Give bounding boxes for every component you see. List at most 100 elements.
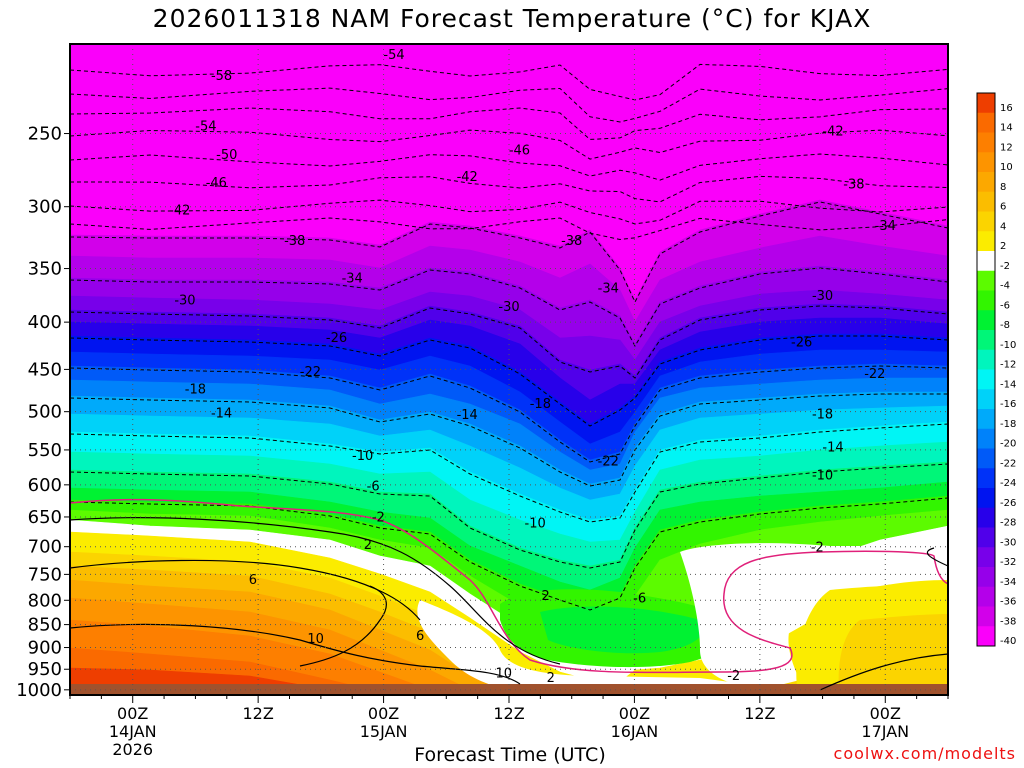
contour-label: -38 (284, 234, 305, 249)
colorbar-label: -18 (1000, 419, 1016, 430)
colorbar-label: -8 (1000, 320, 1010, 331)
contour-label: -14 (822, 440, 843, 455)
colorbar-swatch (977, 330, 995, 351)
x-tick-label: 00Z (619, 704, 650, 723)
x-tick-sublabel: 2026 (112, 740, 153, 759)
contour-label: -6 (367, 480, 380, 495)
contour-6c (70, 559, 421, 621)
colorbar-swatch (977, 448, 995, 469)
colorbar-swatch (977, 112, 995, 133)
colorbar-swatch (977, 369, 995, 390)
colorbar-frame (976, 92, 996, 647)
colorbar-swatch (977, 389, 995, 410)
freezing-line (70, 498, 948, 674)
y-tick-label: 850 (28, 615, 62, 636)
contour-label: 2 (364, 538, 372, 553)
colorbar-label: -40 (1000, 636, 1016, 647)
credit-link[interactable]: coolwx.com/modelts (833, 744, 1016, 763)
colorbar-swatch (977, 231, 995, 252)
colorbar-label: -26 (1000, 498, 1016, 509)
y-tick-label: 750 (28, 564, 62, 585)
colorbar-swatch (977, 290, 995, 311)
x-tick-label: 12Z (242, 704, 273, 723)
contour-label: -2 (372, 510, 385, 525)
contour-line (70, 217, 948, 240)
colorbar-swatch (977, 606, 995, 627)
contour-label: -10 (352, 449, 373, 464)
x-tick-sublabel: 16JAN (611, 722, 659, 741)
contour-line (70, 497, 948, 611)
colorbar-label: 16 (1000, 103, 1013, 114)
contour-label: -2 (727, 669, 740, 684)
contour-label: -18 (530, 397, 551, 412)
contour-label: -14 (211, 406, 232, 421)
contour-labels: -58-54-54-50 -46-46-42-42-42-38-38 -38-34-… (169, 48, 896, 686)
y-tick-label: 700 (28, 537, 62, 558)
contour-label: -10 (525, 516, 546, 531)
contour-line (70, 335, 948, 427)
contour-label: -38 (843, 177, 864, 192)
contour-label: -18 (185, 383, 206, 398)
contour-label: 10 (307, 632, 324, 647)
colorbar-label: -22 (1000, 458, 1016, 469)
contour-label: 6 (416, 629, 424, 644)
colorbar-label: 10 (1000, 162, 1013, 173)
y-tick-label: 300 (28, 197, 62, 218)
y-axis: 2503003504004505005506006507007508008509… (16, 124, 70, 701)
y-tick-label: 1000 (16, 680, 62, 701)
contour-line (70, 153, 948, 181)
colorbar-swatch (977, 527, 995, 548)
contour-label: -42 (822, 124, 843, 139)
colorbar-label: 2 (1000, 241, 1006, 252)
contour-line (70, 129, 948, 160)
contour-label: -30 (174, 293, 195, 308)
colorbar-swatch (977, 507, 995, 528)
contour-label: -10 (812, 469, 833, 484)
colorbar: 16 14 12 10 8 6 4 2 -2 -4 -6 -8 -10 -12 -14 -16 -18 -20 -2… (976, 92, 1016, 647)
contour-label: -34 (598, 282, 619, 297)
colorbar-label: 8 (1000, 182, 1006, 193)
y-tick-label: 450 (28, 359, 62, 380)
contour-line (70, 365, 948, 463)
contour-2c (819, 653, 948, 691)
colorbar-label: -14 (1000, 379, 1016, 390)
x-tick-label: 00Z (117, 704, 148, 723)
contour-label: -2 (811, 541, 824, 556)
contour-label: -14 (457, 408, 478, 423)
contour-lines (70, 63, 948, 691)
y-tick-label: 500 (28, 402, 62, 423)
contour-line (70, 201, 948, 304)
colorbar-label: 14 (1000, 123, 1013, 134)
contour-label: 6 (249, 573, 257, 588)
colorbar-label: -34 (1000, 577, 1016, 588)
contour-line (70, 305, 948, 379)
contour-line (70, 63, 948, 101)
grid (70, 44, 948, 695)
contour-label: 2 (547, 671, 555, 686)
contour-label: -46 (206, 176, 227, 191)
colorbar-swatch (977, 211, 995, 232)
y-tick-label: 550 (28, 440, 62, 461)
colorbar-label: -10 (1000, 340, 1016, 351)
contour-line (70, 463, 948, 569)
x-tick-label: 12Z (493, 704, 524, 723)
colorbar-label: 6 (1000, 202, 1006, 213)
y-tick-label: 650 (28, 507, 62, 528)
colorbar-swatch (977, 93, 995, 114)
contour-line (70, 393, 948, 487)
colorbar-swatch (977, 428, 995, 449)
colorbar-swatch (977, 310, 995, 331)
colorbar-swatch (977, 488, 995, 509)
contour-label: -42 (169, 203, 190, 218)
contour-label: -22 (300, 365, 321, 380)
colorbar-swatch (977, 132, 995, 153)
colorbar-label: -36 (1000, 597, 1016, 608)
colorbar-label: 4 (1000, 221, 1006, 232)
warm-layer-region (838, 614, 948, 695)
contour-label: -26 (326, 331, 347, 346)
contour-line (70, 267, 948, 348)
colorbar-swatch (977, 191, 995, 212)
colorbar-swatch (977, 626, 995, 647)
contour-2c (926, 547, 948, 567)
